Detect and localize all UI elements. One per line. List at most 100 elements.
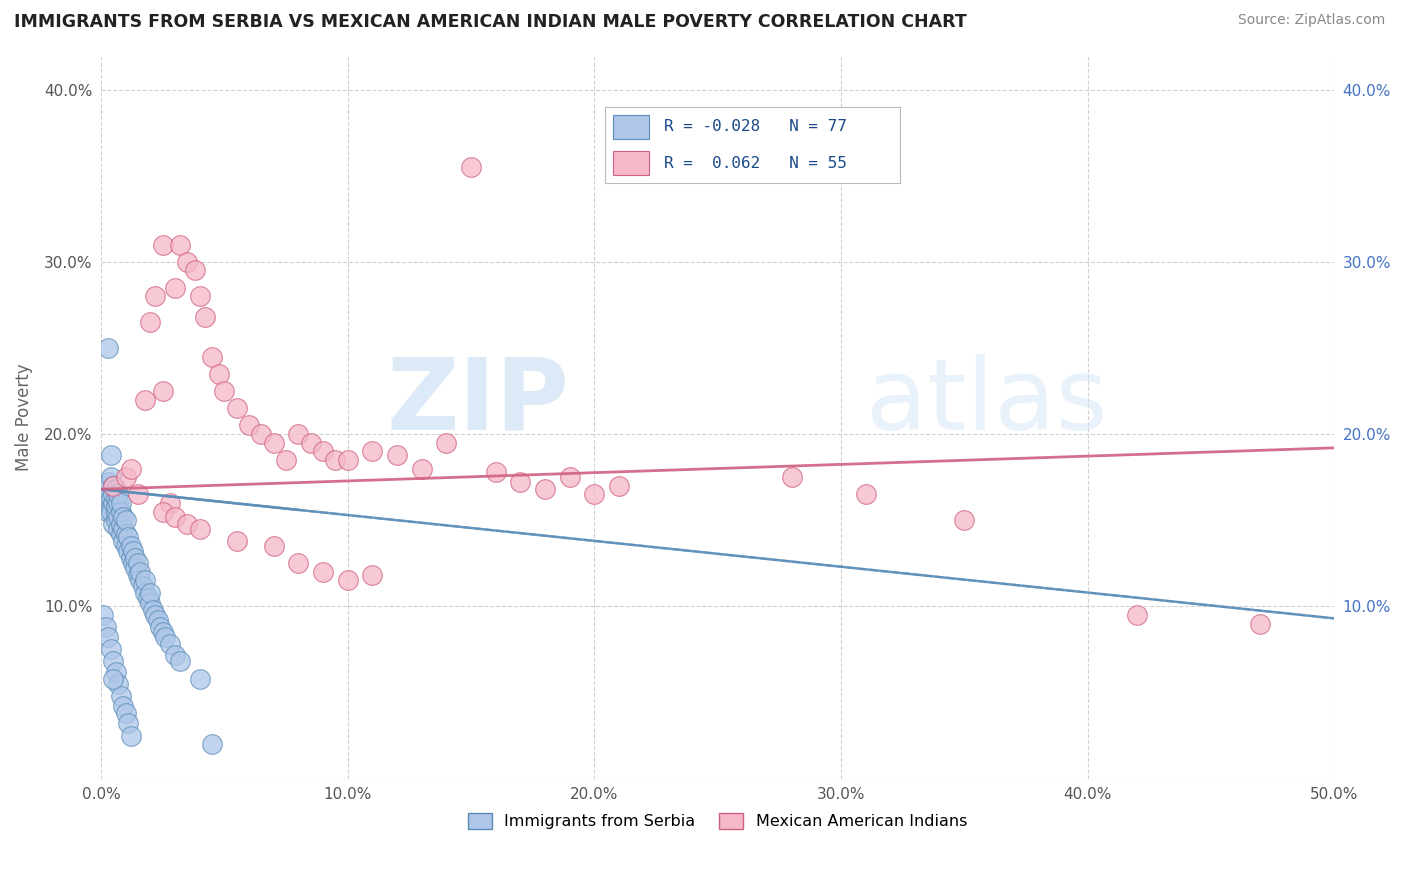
Point: [263, 435, 285, 450]
Point: [104, 665, 127, 679]
Point: [114, 527, 136, 541]
Point: [104, 482, 127, 496]
Point: [110, 516, 132, 531]
Point: [287, 556, 309, 570]
Point: [152, 237, 174, 252]
Point: [94, 479, 117, 493]
Point: [411, 461, 433, 475]
Point: [112, 699, 135, 714]
Point: [103, 487, 125, 501]
Text: R = -0.028   N = 77: R = -0.028 N = 77: [664, 120, 846, 135]
Point: [94, 492, 117, 507]
Point: [100, 505, 122, 519]
Point: [263, 539, 285, 553]
Point: [201, 350, 224, 364]
Point: [855, 487, 877, 501]
Point: [323, 453, 346, 467]
Point: [146, 613, 169, 627]
Point: [607, 479, 630, 493]
Point: [93, 487, 115, 501]
Point: [100, 491, 122, 505]
Point: [117, 530, 139, 544]
Point: [104, 500, 127, 514]
Point: [139, 315, 162, 329]
Point: [107, 496, 129, 510]
Point: [336, 574, 359, 588]
Point: [176, 255, 198, 269]
Point: [127, 487, 149, 501]
Point: [114, 706, 136, 720]
Point: [112, 509, 135, 524]
Point: [110, 527, 132, 541]
Point: [142, 603, 165, 617]
Point: [112, 533, 135, 548]
Point: [117, 544, 139, 558]
Point: [193, 310, 215, 324]
Point: [143, 607, 166, 622]
Point: [149, 620, 172, 634]
Point: [104, 513, 127, 527]
Point: [169, 237, 191, 252]
Point: [1249, 616, 1271, 631]
Point: [361, 568, 384, 582]
Point: [534, 482, 557, 496]
Point: [460, 160, 482, 174]
Point: [103, 496, 125, 510]
Point: [100, 470, 122, 484]
Point: [114, 470, 136, 484]
Point: [312, 444, 335, 458]
Point: [134, 585, 156, 599]
Point: [97, 630, 120, 644]
Point: [214, 384, 236, 398]
Point: [122, 556, 145, 570]
Point: [103, 516, 125, 531]
Point: [780, 470, 803, 484]
Point: [225, 533, 247, 548]
Point: [484, 465, 506, 479]
Point: [107, 487, 129, 501]
Point: [104, 491, 127, 505]
Point: [107, 677, 129, 691]
Point: [124, 551, 146, 566]
Point: [127, 556, 149, 570]
Point: [107, 522, 129, 536]
Point: [385, 448, 408, 462]
Point: [97, 341, 120, 355]
Point: [163, 509, 186, 524]
Point: [188, 289, 211, 303]
Y-axis label: Male Poverty: Male Poverty: [15, 363, 32, 471]
Point: [163, 648, 186, 662]
Point: [103, 479, 125, 493]
Point: [287, 427, 309, 442]
Point: [434, 435, 457, 450]
Point: [120, 539, 142, 553]
Point: [238, 418, 260, 433]
Point: [103, 655, 125, 669]
Point: [100, 642, 122, 657]
Point: [274, 453, 297, 467]
Text: Source: ZipAtlas.com: Source: ZipAtlas.com: [1237, 13, 1385, 28]
Point: [225, 401, 247, 416]
Point: [361, 444, 384, 458]
Point: [129, 574, 152, 588]
Point: [110, 505, 132, 519]
Point: [112, 522, 135, 536]
Text: ZIP: ZIP: [387, 354, 569, 450]
Point: [208, 367, 231, 381]
Point: [120, 551, 142, 566]
Point: [103, 479, 125, 493]
Point: [558, 470, 581, 484]
Point: [100, 500, 122, 514]
Point: [97, 505, 120, 519]
Point: [100, 448, 122, 462]
Point: [93, 607, 115, 622]
Point: [163, 281, 186, 295]
Text: IMMIGRANTS FROM SERBIA VS MEXICAN AMERICAN INDIAN MALE POVERTY CORRELATION CHART: IMMIGRANTS FROM SERBIA VS MEXICAN AMERIC…: [14, 13, 967, 31]
FancyBboxPatch shape: [613, 114, 650, 139]
Point: [152, 625, 174, 640]
Point: [120, 729, 142, 743]
Point: [114, 539, 136, 553]
Text: atlas: atlas: [866, 354, 1107, 450]
Point: [94, 620, 117, 634]
Point: [953, 513, 976, 527]
